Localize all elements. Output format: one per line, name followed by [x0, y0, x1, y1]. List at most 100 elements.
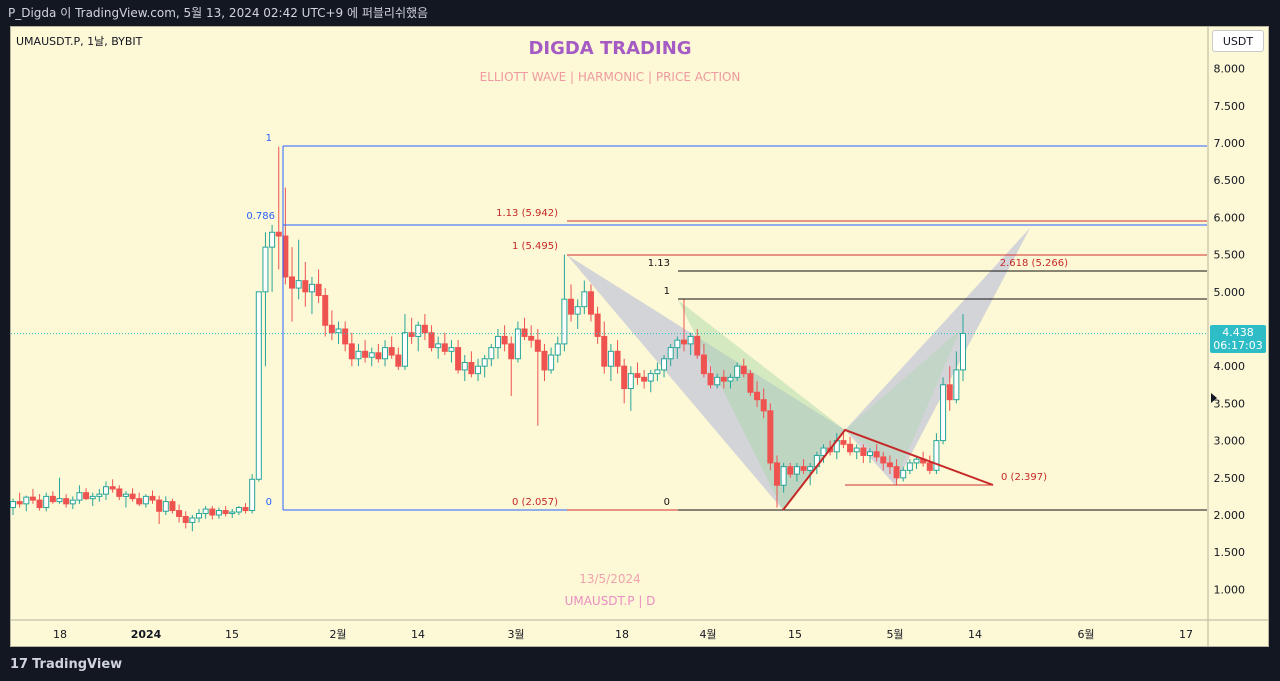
candle-body	[687, 335, 694, 345]
candle-body	[355, 350, 362, 360]
watermark-symbol: UMAUSDT.P | D	[564, 594, 656, 608]
candle-body	[893, 466, 900, 479]
candle-body	[362, 350, 369, 358]
fib-blue-0-label: 0	[266, 497, 272, 508]
candle-body	[162, 501, 169, 512]
candle-body	[847, 443, 854, 453]
candle-body	[149, 495, 156, 501]
candle-body	[534, 339, 541, 352]
candle-body	[368, 352, 375, 358]
candle-body	[900, 469, 907, 479]
x-tick-label: 15	[225, 628, 239, 641]
candle-body	[242, 507, 249, 512]
candle-body	[714, 376, 721, 386]
candle-body	[913, 458, 920, 464]
candle-body	[122, 493, 129, 497]
candle-body	[607, 350, 614, 367]
y-tick-label: 3.000	[1214, 435, 1246, 448]
candle-body	[56, 498, 63, 503]
y-tick-label: 5.000	[1214, 286, 1246, 299]
y-tick-label: 7.500	[1214, 100, 1246, 113]
candle-body	[461, 361, 468, 371]
candle-body	[514, 328, 521, 360]
y-tick-label: 6.500	[1214, 174, 1246, 187]
candle-body	[793, 466, 800, 475]
candle-body	[89, 495, 96, 500]
candle-body	[481, 358, 488, 367]
candle-body	[946, 384, 953, 401]
candle-body	[249, 478, 256, 512]
chart-frame	[10, 26, 1269, 647]
x-tick-label: 14	[968, 628, 982, 641]
candle-body	[103, 486, 110, 495]
candle-body	[654, 369, 661, 375]
candle-body	[587, 291, 594, 315]
chart-subtitle: ELLIOTT WAVE | HARMONIC | PRICE ACTION	[479, 70, 741, 84]
candle-body	[760, 399, 767, 412]
candle-body	[873, 451, 880, 458]
chart-title: DIGDA TRADING	[528, 38, 692, 59]
candle-body	[720, 376, 727, 382]
candle-body	[601, 335, 608, 367]
candle-body	[382, 347, 389, 360]
candle-body	[807, 466, 814, 471]
candle-body	[621, 365, 628, 390]
candle-body	[680, 339, 687, 345]
candle-body	[289, 276, 296, 289]
candle-body	[866, 451, 873, 456]
candle-body	[209, 508, 216, 516]
candle-body	[395, 354, 402, 367]
candle-body	[634, 373, 641, 378]
candle-body	[820, 447, 827, 456]
x-tick-label: 18	[615, 628, 629, 641]
candle-body	[189, 517, 196, 523]
candle-body	[667, 347, 674, 360]
candle-body	[435, 343, 442, 349]
candle-body	[754, 391, 761, 401]
y-tick-label: 6.000	[1214, 211, 1246, 224]
candle-body	[747, 373, 754, 393]
candle-body	[136, 498, 143, 505]
x-tick-label: 2024	[131, 628, 162, 641]
candle-body	[441, 343, 448, 352]
candle-body	[860, 447, 867, 456]
x-tick-label: 5월	[886, 628, 903, 641]
last-price-tag: 4.438 06:17:03	[1210, 325, 1266, 353]
fib-red-113-label: 1.13 (5.942)	[496, 208, 558, 219]
x-tick-label: 2월	[329, 628, 346, 641]
candle-body	[388, 347, 395, 356]
candle-body	[196, 513, 203, 519]
candle-body	[129, 493, 136, 500]
candle-body	[109, 486, 116, 490]
candle-body	[96, 493, 103, 497]
candle-body	[641, 376, 648, 382]
x-tick-label: 4월	[699, 628, 716, 641]
candle-body	[541, 350, 548, 371]
candle-body	[727, 376, 734, 382]
tradingview-logo[interactable]: 17 TradingView	[10, 648, 122, 681]
currency-button[interactable]: USDT	[1212, 30, 1264, 52]
candle-body	[282, 235, 289, 278]
abcd-pattern-line	[782, 428, 994, 511]
candle-body	[255, 291, 262, 480]
publish-info: P_Digda 이 TradingView.com, 5월 13, 2024 0…	[0, 0, 1280, 26]
candle-body	[940, 384, 947, 442]
axis-marker-icon	[1211, 393, 1217, 403]
fib-blue-1-label: 1	[266, 133, 272, 144]
candle-body	[521, 328, 528, 337]
candle-body	[421, 324, 428, 334]
candle-body	[342, 328, 349, 345]
candle-body	[787, 466, 794, 475]
candle-body	[528, 335, 535, 341]
candle-body	[661, 358, 668, 371]
x-tick-label: 3월	[507, 628, 524, 641]
candle-body	[269, 231, 276, 248]
x-tick-label: 14	[411, 628, 425, 641]
candle-body	[348, 343, 355, 360]
fib-black-0-label: 0	[664, 497, 670, 508]
candle-body	[328, 324, 335, 334]
candle-body	[886, 462, 893, 468]
fib-black-1-label: 1	[664, 286, 670, 297]
candle-body	[448, 347, 455, 352]
